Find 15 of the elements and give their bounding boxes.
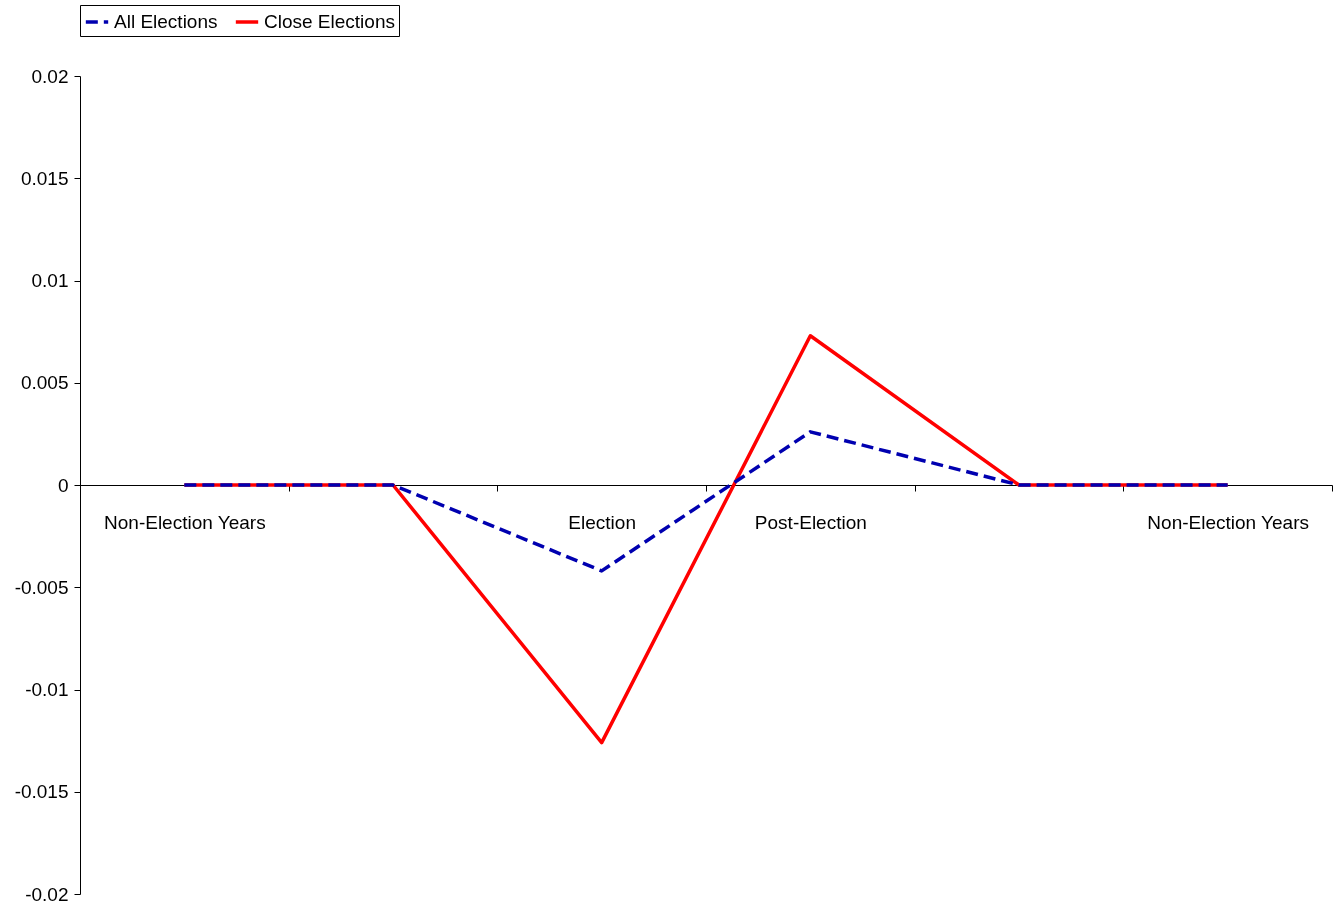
- x-tick-label: Non-Election Years: [104, 511, 266, 533]
- y-tick-label: 0: [57, 474, 69, 496]
- legend-label: Close Elections: [264, 11, 395, 32]
- y-tick-label: 0.015: [20, 167, 69, 189]
- legend-label: All Elections: [114, 11, 218, 32]
- x-tick-label: Non-Election Years: [1147, 511, 1309, 533]
- y-tick-label: -0.01: [25, 679, 69, 700]
- y-tick-label: -0.005: [14, 576, 69, 598]
- y-tick-label: 0.02: [31, 65, 69, 87]
- y-tick-label: 0.005: [20, 372, 69, 394]
- y-tick-label: -0.015: [14, 781, 69, 803]
- x-tick-label: Election: [568, 511, 636, 533]
- x-tick-label: Post-Election: [754, 511, 867, 533]
- y-tick-label: -0.02: [25, 883, 69, 905]
- y-tick-label: 0.01: [31, 270, 69, 291]
